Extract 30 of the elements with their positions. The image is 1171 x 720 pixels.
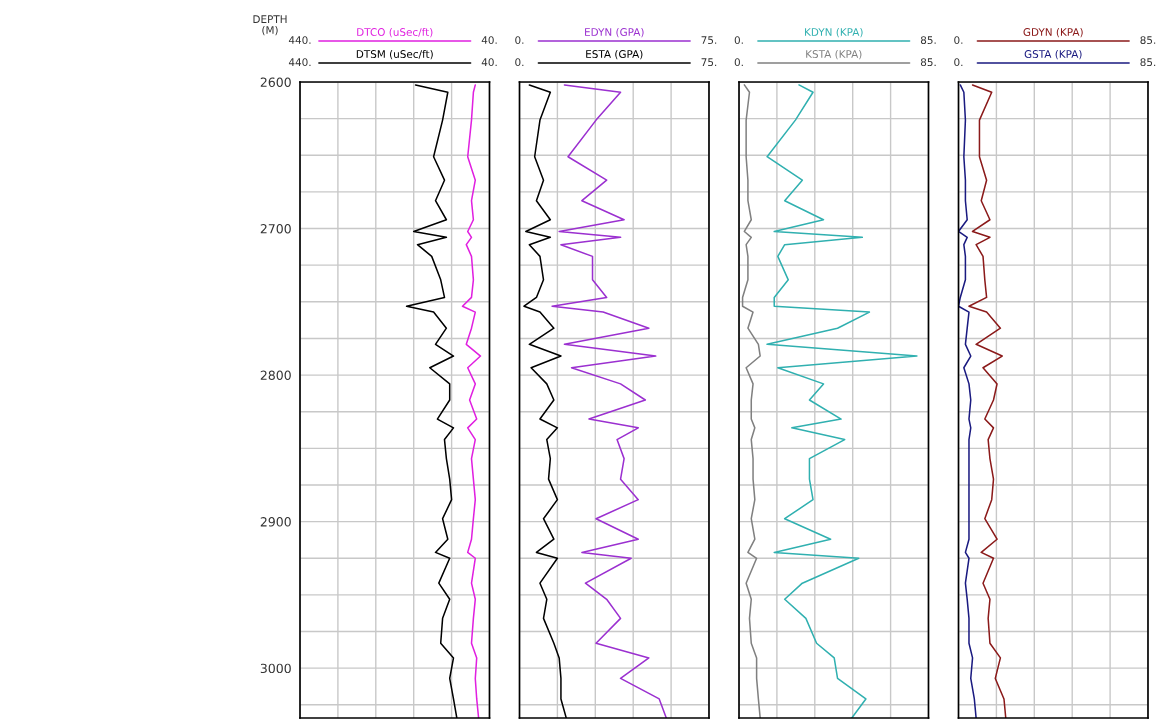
text: 85. xyxy=(920,36,936,45)
x-tick-label: 0. xyxy=(954,58,963,67)
text: 75. xyxy=(701,36,717,45)
text: KDYN (KPA) xyxy=(805,27,863,38)
x-tick-label: 40. xyxy=(481,58,497,67)
text: 0. xyxy=(734,36,743,45)
text: ESTA (GPA) xyxy=(586,49,643,60)
text: GDYN (KPA) xyxy=(1023,27,1083,38)
text: DTSM (uSec/ft) xyxy=(356,49,433,60)
text: 85. xyxy=(1140,36,1156,45)
y-tick-label: 2900 xyxy=(260,517,291,527)
text: 0. xyxy=(954,36,963,45)
y-tick-label: 2700 xyxy=(260,224,291,234)
y-tick-label: 2800 xyxy=(260,370,291,381)
y-tick-label: 3000 xyxy=(260,663,291,674)
text: EDYN (GPA) xyxy=(585,27,644,38)
text: 0. xyxy=(515,36,524,45)
x-tick-label: 85. xyxy=(1140,58,1156,67)
y-tick-label: 2600 xyxy=(260,77,291,87)
y-axis-title: DEPTH (M) xyxy=(253,15,287,36)
text: DTCO (uSec/ft) xyxy=(357,27,433,38)
text: KSTA (KPA) xyxy=(806,49,862,60)
x-tick-label: 75. xyxy=(701,58,717,67)
text: 40. xyxy=(481,36,497,45)
x-tick-label: 0. xyxy=(734,58,743,67)
x-tick-label: 0. xyxy=(515,58,524,67)
x-tick-label: 440. xyxy=(288,58,311,67)
text: 440. xyxy=(288,36,311,45)
x-tick-label: 85. xyxy=(920,58,936,67)
text: GSTA (KPA) xyxy=(1024,49,1082,60)
